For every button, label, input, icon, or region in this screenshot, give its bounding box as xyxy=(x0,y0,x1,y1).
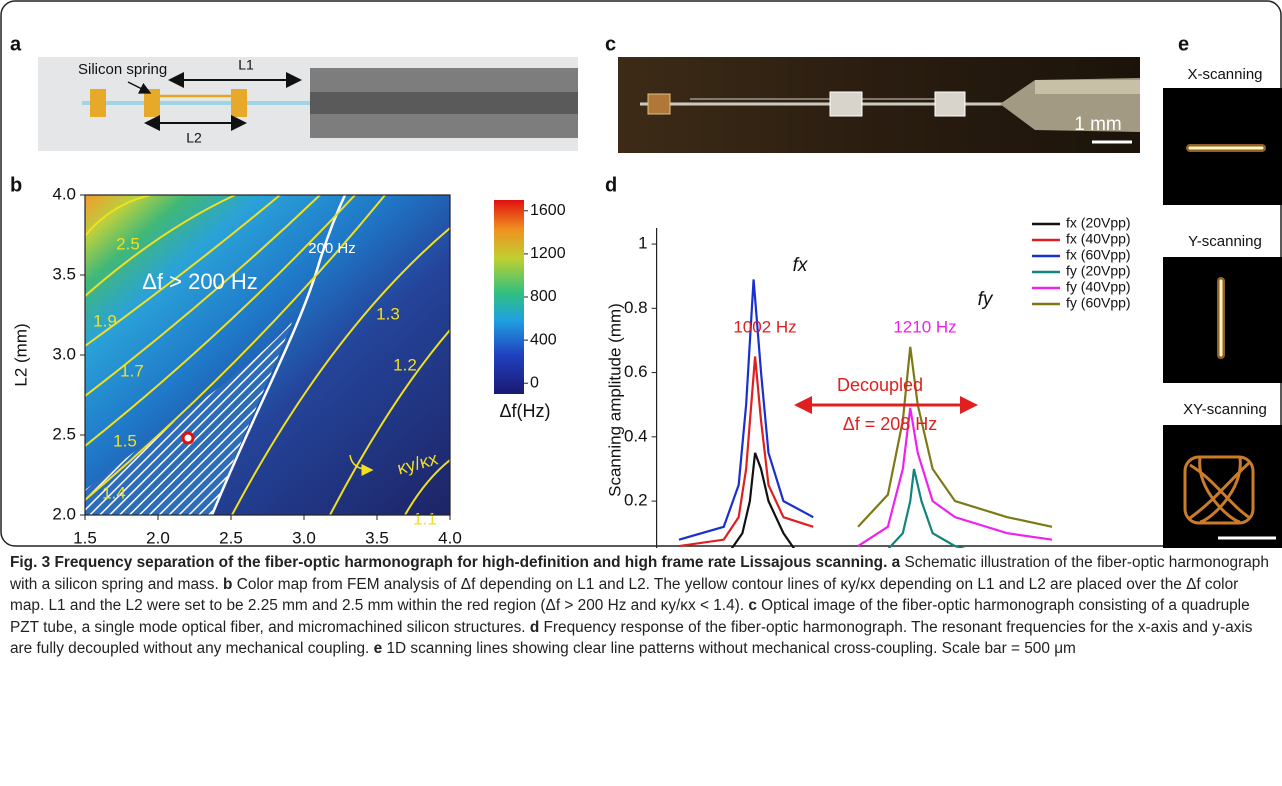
caption-label: a xyxy=(891,554,901,571)
panel-label: e xyxy=(1178,33,1189,55)
caption-label: c xyxy=(748,597,757,614)
panel-label: d xyxy=(605,174,617,196)
series-line xyxy=(678,279,814,541)
legend-label: fx (20Vpp) xyxy=(1066,215,1131,231)
photo: 1 mm xyxy=(618,57,1140,153)
annotation: 200 Hz xyxy=(308,240,356,257)
colorbar xyxy=(494,200,524,394)
y-tick-label: 1 xyxy=(638,234,647,253)
x-tick-label: 1.5 xyxy=(73,528,97,547)
y-tick-label: 4.0 xyxy=(52,184,76,203)
y-tick-label: 0.2 xyxy=(624,491,648,510)
colorbar-tick-label: 800 xyxy=(530,288,557,305)
caption-text: 1D scanning lines showing clear line pat… xyxy=(386,640,1076,657)
contour-line xyxy=(84,194,151,237)
annotation: fx xyxy=(793,255,809,276)
contour-label: 1.7 xyxy=(120,361,144,380)
design-point xyxy=(181,431,195,445)
colorbar-tick-label: 1600 xyxy=(530,202,566,219)
legend-label: fy (20Vpp) xyxy=(1066,263,1131,279)
legend-label: fx (40Vpp) xyxy=(1066,231,1131,247)
scan-label: XY-scanning xyxy=(1183,401,1267,418)
legend-label: fx (60Vpp) xyxy=(1066,247,1131,263)
y-tick-label: 0.6 xyxy=(624,362,648,381)
panel-label: c xyxy=(605,33,616,55)
scan-label: Y-scanning xyxy=(1188,233,1262,250)
y-tick-label: 3.5 xyxy=(52,264,76,283)
caption: Fig. 3 Frequency separation of the fiber… xyxy=(10,552,1272,660)
x-tick-label: 2.0 xyxy=(146,528,170,547)
y-tick-label: 0.4 xyxy=(624,426,648,445)
y-axis-label: L2 (mm) xyxy=(11,323,30,386)
x-tick-label: 3.0 xyxy=(292,528,316,547)
x-tick-label: 2.5 xyxy=(219,528,243,547)
contour-line xyxy=(84,194,386,501)
hatched-region xyxy=(85,322,292,515)
series-line xyxy=(857,407,1053,548)
annotation: 1210 Hz xyxy=(893,317,956,336)
annotation: Δf = 208 Hz xyxy=(843,414,938,434)
caption-text: Schematic illustration of the fiber-opti… xyxy=(10,554,1269,593)
contour-line xyxy=(231,227,451,516)
contour-line xyxy=(84,194,321,397)
schematic: Silicon spring L1 L2 xyxy=(38,57,578,151)
contour-line xyxy=(329,329,451,516)
contour-label: 1.9 xyxy=(93,311,117,330)
scan-label: X-scanning xyxy=(1187,66,1262,83)
annotation: fy xyxy=(978,289,994,310)
y-axis-label: Scanning amplitude (mm) xyxy=(605,303,624,497)
colorbar-label: Δf(Hz) xyxy=(499,401,550,421)
scans: X-scanning Y-scanning XY-scanning xyxy=(1163,66,1282,548)
legend-label: fy (40Vpp) xyxy=(1066,279,1131,295)
annotation-arrow xyxy=(349,454,374,476)
annotation: Δf > 200 Hz xyxy=(142,269,258,294)
contour-label: 1.3 xyxy=(376,304,400,323)
caption-label: d xyxy=(529,618,540,636)
y-tick-label: 3.0 xyxy=(52,344,76,363)
contour-label: 2.5 xyxy=(116,234,140,253)
l2-label: L2 xyxy=(186,130,202,146)
contour-label: 1.5 xyxy=(113,431,137,450)
contour-line xyxy=(404,459,451,516)
annotation: Decoupled xyxy=(837,375,923,395)
figure: Silicon spring L1 L2 1 mm X-scanning Y-s… xyxy=(0,0,1282,620)
colorbar-tick-label: 1200 xyxy=(530,245,566,262)
contour-line xyxy=(84,194,281,347)
colorbar-tick-label: 0 xyxy=(530,374,539,391)
caption-title: Fig. 3 Frequency separation of the fiber… xyxy=(10,554,888,571)
contour-label: 1.1 xyxy=(413,509,437,528)
boundary-200hz xyxy=(210,194,347,516)
x-tick-label: 3.5 xyxy=(365,528,389,547)
contour-line xyxy=(84,194,356,447)
contour-line xyxy=(84,194,236,297)
caption-text: Optical image of the fiber-optic harmono… xyxy=(10,597,1250,636)
legend-label: fy (60Vpp) xyxy=(1066,295,1131,311)
caption-text: Frequency response of the fiber-optic ha… xyxy=(10,618,1253,658)
y-tick-label: 2.5 xyxy=(52,424,76,443)
caption-label: e xyxy=(373,640,383,657)
spring-label: Silicon spring xyxy=(78,61,167,78)
series-line xyxy=(678,356,814,548)
contour-label: 1.2 xyxy=(393,355,417,374)
contour-label: 1.4 xyxy=(102,483,126,502)
y-tick-label: 0.8 xyxy=(624,298,648,317)
annotation: 1002 Hz xyxy=(733,317,796,336)
l1-label: L1 xyxy=(238,57,254,73)
y-tick-label: 2.0 xyxy=(52,504,76,523)
panel-label: a xyxy=(10,33,22,55)
caption-text: Color map from FEM analysis of Δf depend… xyxy=(10,575,1239,615)
colorbar-tick-label: 400 xyxy=(530,331,557,348)
scale-label: 1 mm xyxy=(1074,114,1122,135)
x-tick-label: 4.0 xyxy=(438,528,462,547)
caption-label: b xyxy=(223,575,233,593)
panel-label: b xyxy=(10,174,22,196)
